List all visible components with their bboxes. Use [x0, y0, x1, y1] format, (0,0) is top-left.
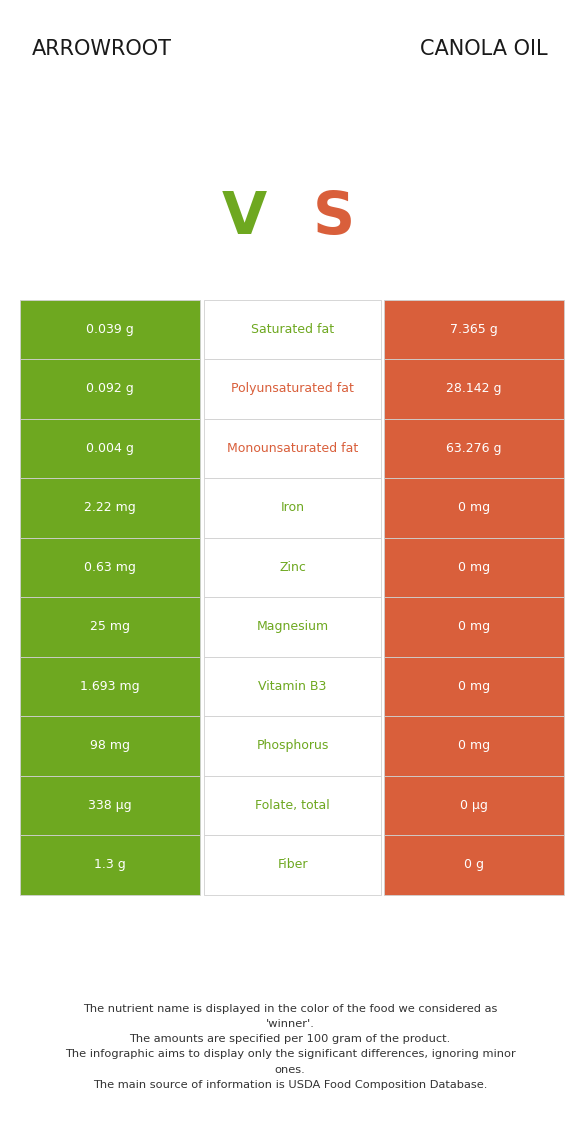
Text: 1.3 g: 1.3 g [94, 858, 125, 872]
Text: CANOLA OIL: CANOLA OIL [420, 39, 548, 59]
FancyBboxPatch shape [204, 835, 381, 895]
FancyBboxPatch shape [384, 419, 564, 478]
FancyBboxPatch shape [384, 657, 564, 716]
Text: 1.693 mg: 1.693 mg [80, 680, 139, 693]
Text: 0 mg: 0 mg [458, 739, 490, 753]
Text: 0 mg: 0 mg [458, 680, 490, 693]
Text: Zinc: Zinc [279, 561, 306, 574]
Text: Magnesium: Magnesium [256, 620, 329, 634]
FancyBboxPatch shape [204, 597, 381, 657]
Text: S: S [313, 189, 356, 246]
Text: 0 mg: 0 mg [458, 501, 490, 515]
FancyBboxPatch shape [204, 478, 381, 538]
Text: 0.039 g: 0.039 g [86, 323, 133, 336]
FancyBboxPatch shape [204, 419, 381, 478]
Text: The nutrient name is displayed in the color of the food we considered as
'winner: The nutrient name is displayed in the co… [64, 1003, 516, 1090]
FancyBboxPatch shape [384, 716, 564, 776]
Text: V: V [222, 189, 267, 246]
Text: Fiber: Fiber [277, 858, 308, 872]
FancyBboxPatch shape [20, 657, 200, 716]
FancyBboxPatch shape [204, 359, 381, 419]
Text: 28.142 g: 28.142 g [446, 382, 502, 396]
FancyBboxPatch shape [20, 359, 200, 419]
FancyBboxPatch shape [20, 597, 200, 657]
FancyBboxPatch shape [384, 478, 564, 538]
FancyBboxPatch shape [384, 597, 564, 657]
FancyBboxPatch shape [204, 716, 381, 776]
Text: 0.63 mg: 0.63 mg [84, 561, 136, 574]
Text: ARROWROOT: ARROWROOT [32, 39, 172, 59]
FancyBboxPatch shape [20, 300, 200, 359]
Text: Iron: Iron [281, 501, 304, 515]
FancyBboxPatch shape [20, 478, 200, 538]
Text: Monounsaturated fat: Monounsaturated fat [227, 442, 358, 455]
FancyBboxPatch shape [384, 359, 564, 419]
Text: 98 mg: 98 mg [90, 739, 129, 753]
Text: 25 mg: 25 mg [90, 620, 129, 634]
Text: Saturated fat: Saturated fat [251, 323, 334, 336]
FancyBboxPatch shape [204, 657, 381, 716]
FancyBboxPatch shape [204, 776, 381, 835]
Text: 0 μg: 0 μg [460, 799, 488, 812]
FancyBboxPatch shape [384, 835, 564, 895]
Text: 2.22 mg: 2.22 mg [84, 501, 136, 515]
FancyBboxPatch shape [20, 538, 200, 597]
Text: 0 mg: 0 mg [458, 561, 490, 574]
Text: Polyunsaturated fat: Polyunsaturated fat [231, 382, 354, 396]
FancyBboxPatch shape [384, 776, 564, 835]
Text: 63.276 g: 63.276 g [446, 442, 502, 455]
Text: Folate, total: Folate, total [255, 799, 330, 812]
FancyBboxPatch shape [204, 538, 381, 597]
FancyBboxPatch shape [20, 716, 200, 776]
FancyBboxPatch shape [384, 538, 564, 597]
Text: 338 μg: 338 μg [88, 799, 132, 812]
FancyBboxPatch shape [20, 776, 200, 835]
Text: 0.004 g: 0.004 g [86, 442, 133, 455]
Text: 0 g: 0 g [464, 858, 484, 872]
Text: 7.365 g: 7.365 g [450, 323, 498, 336]
Text: Vitamin B3: Vitamin B3 [259, 680, 327, 693]
FancyBboxPatch shape [20, 419, 200, 478]
FancyBboxPatch shape [20, 835, 200, 895]
Text: 0.092 g: 0.092 g [86, 382, 133, 396]
Text: 0 mg: 0 mg [458, 620, 490, 634]
FancyBboxPatch shape [204, 300, 381, 359]
FancyBboxPatch shape [384, 300, 564, 359]
Text: Phosphorus: Phosphorus [256, 739, 329, 753]
